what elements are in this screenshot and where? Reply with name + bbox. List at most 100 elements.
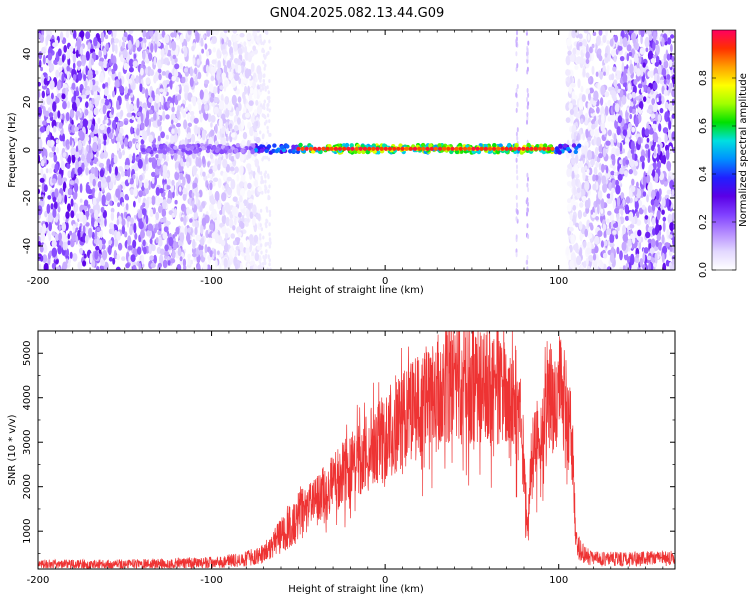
heatmap-cell [629, 106, 633, 114]
heatmap-cell [100, 264, 104, 270]
heatmap-cell [650, 113, 656, 119]
heatmap-cell [84, 234, 89, 244]
heatmap-cell [242, 91, 246, 100]
heatmap-cell [249, 173, 253, 180]
heatmap-cell [50, 203, 54, 210]
heatmap-cell [654, 172, 659, 184]
heatmap-cell [261, 83, 264, 88]
heatmap-cell [98, 138, 101, 144]
heatmap-cell [162, 231, 168, 240]
heatmap-cell [81, 89, 86, 95]
heatmap-cell [515, 36, 518, 42]
heatmap-cell [240, 77, 244, 87]
heatmap-cell [526, 254, 529, 260]
heatmap-cell [198, 102, 202, 111]
heatmap-cell [132, 44, 136, 53]
heatmap-cell [66, 50, 70, 58]
heatmap-cell [203, 92, 210, 102]
heatmap-cell [172, 250, 176, 260]
heatmap-cell [605, 140, 611, 146]
heatmap-cell [379, 146, 384, 151]
heatmap-cell [174, 231, 178, 237]
heatmap-cell [654, 252, 658, 264]
heatmap-cell [136, 142, 139, 149]
heatmap-cell [645, 47, 649, 53]
spectrogram-x-axis-label: Height of straight line (km) [288, 285, 424, 296]
heatmap-cell [246, 32, 252, 41]
heatmap-cell [569, 259, 575, 269]
heatmap-cell [76, 110, 81, 116]
heatmap-cell [247, 182, 252, 190]
y-tick-label: 4000 [22, 385, 33, 410]
heatmap-cell [266, 113, 270, 118]
heatmap-cell [103, 140, 107, 146]
heatmap-cell [209, 250, 213, 258]
heatmap-cell [669, 179, 675, 190]
heatmap-cell [521, 146, 526, 151]
heatmap-cell [261, 48, 264, 53]
heatmap-cell [69, 45, 74, 53]
heatmap-cell [429, 146, 434, 151]
heatmap-cell [265, 119, 268, 124]
heatmap-cell [234, 166, 239, 173]
heatmap-cell [58, 122, 63, 129]
heatmap-cell [152, 120, 158, 128]
heatmap-cell [609, 233, 615, 244]
heatmap-cell [173, 145, 178, 150]
heatmap-cell [221, 49, 227, 55]
heatmap-cell [105, 119, 109, 124]
heatmap-cell [579, 202, 584, 208]
heatmap-cell [578, 99, 582, 111]
heatmap-cell [260, 175, 263, 180]
heatmap-cell [88, 194, 93, 200]
heatmap-cell [208, 168, 213, 174]
heatmap-cell [657, 137, 662, 145]
heatmap-cell [79, 87, 83, 94]
heatmap-cell [91, 97, 95, 105]
heatmap-cell [95, 167, 99, 178]
heatmap-cell [245, 112, 250, 119]
heatmap-cell [594, 128, 600, 138]
heatmap-cell [101, 238, 106, 245]
heatmap-cell [189, 77, 194, 88]
heatmap-cell [85, 65, 89, 76]
heatmap-cell [216, 49, 221, 59]
heatmap-cell [59, 31, 64, 41]
heatmap-cell [653, 148, 657, 157]
heatmap-cell [100, 72, 104, 82]
heatmap-cell [252, 45, 257, 51]
heatmap-cell [65, 112, 70, 122]
heatmap-cell [622, 265, 626, 270]
heatmap-cell [136, 97, 140, 109]
heatmap-cell [651, 189, 656, 200]
heatmap-cell [90, 166, 96, 174]
heatmap-cell [189, 66, 193, 77]
heatmap-cell [65, 30, 70, 39]
heatmap-cell [148, 134, 154, 143]
heatmap-cell [575, 139, 579, 145]
heatmap-cell [576, 255, 582, 266]
heatmap-cell [38, 119, 43, 125]
heatmap-cell [613, 171, 618, 177]
heatmap-cell [116, 253, 120, 261]
heatmap-cell [671, 113, 675, 119]
heatmap-cell [61, 54, 65, 63]
snr-frame [37, 330, 676, 570]
heatmap-cell [151, 157, 156, 163]
heatmap-cell [77, 166, 83, 175]
heatmap-cell [149, 69, 154, 76]
heatmap-cell [186, 206, 190, 216]
heatmap-cell [515, 169, 518, 175]
heatmap-cell [651, 98, 656, 106]
heatmap-cell [230, 52, 234, 61]
heatmap-cell [162, 259, 168, 269]
heatmap-cell [95, 266, 100, 270]
heatmap-cell [588, 92, 591, 101]
heatmap-cell [90, 124, 95, 132]
heatmap-cell [234, 217, 237, 226]
heatmap-cell [264, 222, 267, 226]
heatmap-cell [210, 115, 216, 123]
heatmap-cell [572, 47, 577, 56]
heatmap-cell [55, 97, 60, 104]
